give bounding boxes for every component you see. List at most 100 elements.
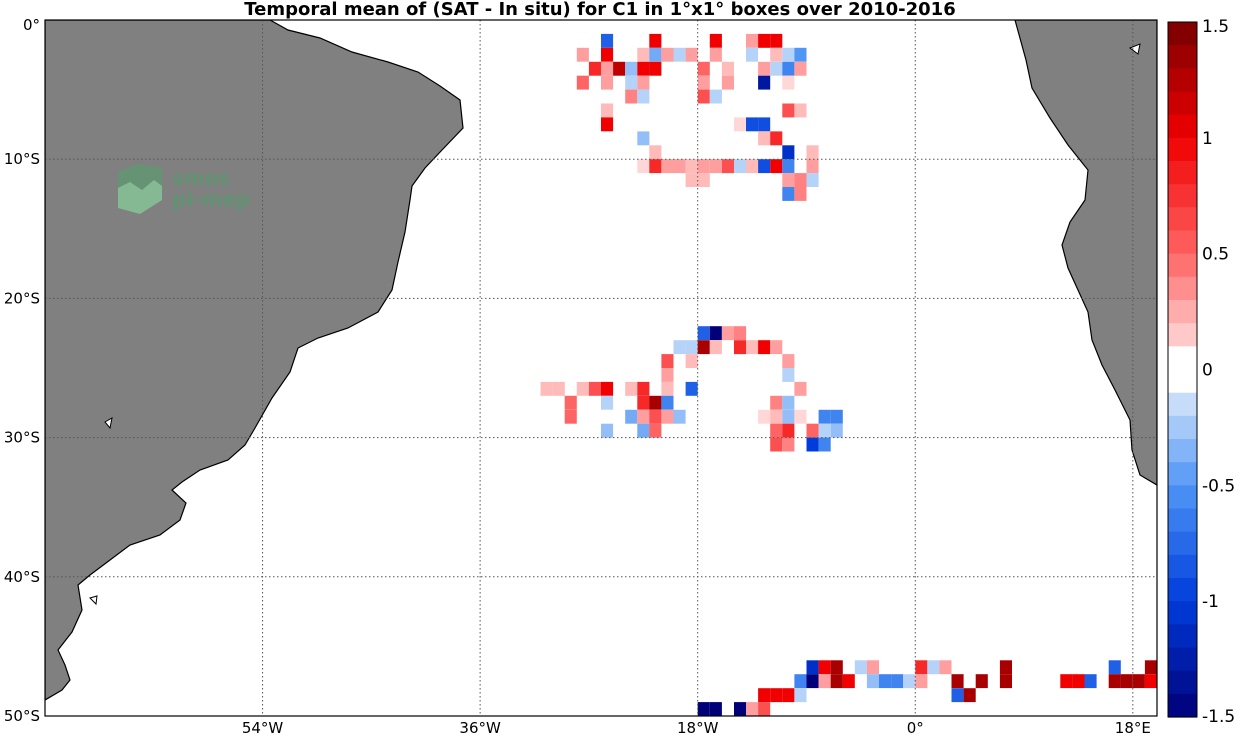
heatmap-cell [939,660,952,675]
heatmap-cell [782,47,795,62]
heatmap-cell [951,674,964,689]
heatmap-cell [637,395,650,410]
heatmap-cell [649,395,662,410]
heatmap-cell [649,409,662,424]
colorbar-segment [1168,369,1197,394]
heatmap-cell [854,660,867,675]
heatmap-cell [1060,674,1073,689]
heatmap-cell [637,159,650,174]
heatmap-cell [746,47,759,62]
heatmap-cell [637,47,650,62]
heatmap-cell [709,159,722,174]
heatmap-cell [637,381,650,396]
heatmap-cell [770,47,783,62]
heatmap-cell [770,61,783,76]
heatmap-cell [818,660,831,675]
heatmap-cell [746,159,759,174]
heatmap-cell [697,61,710,76]
heatmap-cell [806,159,819,174]
heatmap-cell [1084,674,1097,689]
heatmap-cell [999,674,1012,689]
colorbar-segment [1168,22,1197,46]
lon-tick-label: 18°W [677,719,719,737]
heatmap-cell [758,131,771,146]
heatmap-cell [830,423,843,438]
latitude-labels: 0° 10°S 20°S 30°S 40°S 50°S [4,16,40,725]
colorbar-tick-label: -0.5 [1202,476,1235,496]
colorbar-tick-label: -1.5 [1202,707,1235,727]
heatmap-cell [673,47,686,62]
colorbar-segment [1168,161,1197,185]
heatmap-cell [782,173,795,187]
colorbar-tick-label: 1.5 [1202,17,1229,37]
heatmap-cell [782,187,795,201]
heatmap-cell [697,173,710,187]
island-outline [104,417,113,430]
heatmap-cell [758,702,771,716]
heatmap-cell [794,688,807,703]
heatmap-cell [1108,674,1121,689]
heatmap-cell [830,409,843,424]
colorbar-tick-label: 0.5 [1202,245,1229,265]
colorbar-segment [1168,578,1197,602]
heatmap-cell [734,326,747,341]
heatmap-cell [866,660,879,675]
heatmap-cell [758,33,771,48]
heatmap-cell [794,173,807,187]
heatmap-cell [637,89,650,104]
heatmap-cell [697,326,710,341]
heatmap-cell [601,381,614,396]
heatmap-cell [794,47,807,62]
heatmap-cells [540,33,1157,716]
heatmap-cell [806,423,819,438]
lon-tick-label: 36°W [459,719,501,737]
heatmap-cell [564,409,577,424]
colorbar-segment [1168,647,1197,672]
heatmap-cell [975,674,988,689]
colorbar-segment [1168,45,1197,69]
heatmap-cell [601,117,614,132]
heatmap-cell [685,47,698,62]
heatmap-cell [830,674,843,689]
heatmap-cell [601,33,614,48]
heatmap-cell [588,61,601,76]
heatmap-cell [770,423,783,438]
heatmap-cell [782,688,795,703]
heatmap-cell [782,395,795,410]
heatmap-cell [625,89,638,104]
colorbar-segment [1168,693,1197,718]
heatmap-cell [661,47,674,62]
heatmap-cell [661,354,674,368]
colorbar-segment [1168,485,1197,510]
heatmap-cell [685,340,698,355]
heatmap-cell [649,61,662,76]
heatmap-cell [746,340,759,355]
lat-tick-label: 50°S [4,707,40,725]
map-frame [44,19,1158,717]
colorbar-segment [1168,137,1197,162]
colorbar-tick-label: -1 [1202,592,1219,612]
heatmap-cell [1120,674,1133,689]
heatmap-cell [601,103,614,118]
colorbar-segment [1168,230,1197,255]
heatmap-cell [601,61,614,76]
colorbar-segment [1168,439,1197,463]
heatmap-cell [794,409,807,424]
heatmap-cell [721,326,734,341]
heatmap-cell [721,75,734,90]
heatmap-cell [649,47,662,62]
colorbar-frame [1167,21,1198,718]
heatmap-cell [794,103,807,118]
heatmap-cell [661,395,674,410]
heatmap-cell [818,674,831,689]
heatmap-cell [721,159,734,174]
heatmap-cell [697,702,710,716]
logo-text-1: smos [172,166,230,190]
heatmap-cell [879,674,892,689]
heatmap-cell [685,354,698,368]
heatmap-cell [661,368,674,382]
heatmap-cell [963,688,976,703]
heatmap-cell [576,47,589,62]
heatmap-cell [601,423,614,438]
africa-land [1014,20,1157,486]
